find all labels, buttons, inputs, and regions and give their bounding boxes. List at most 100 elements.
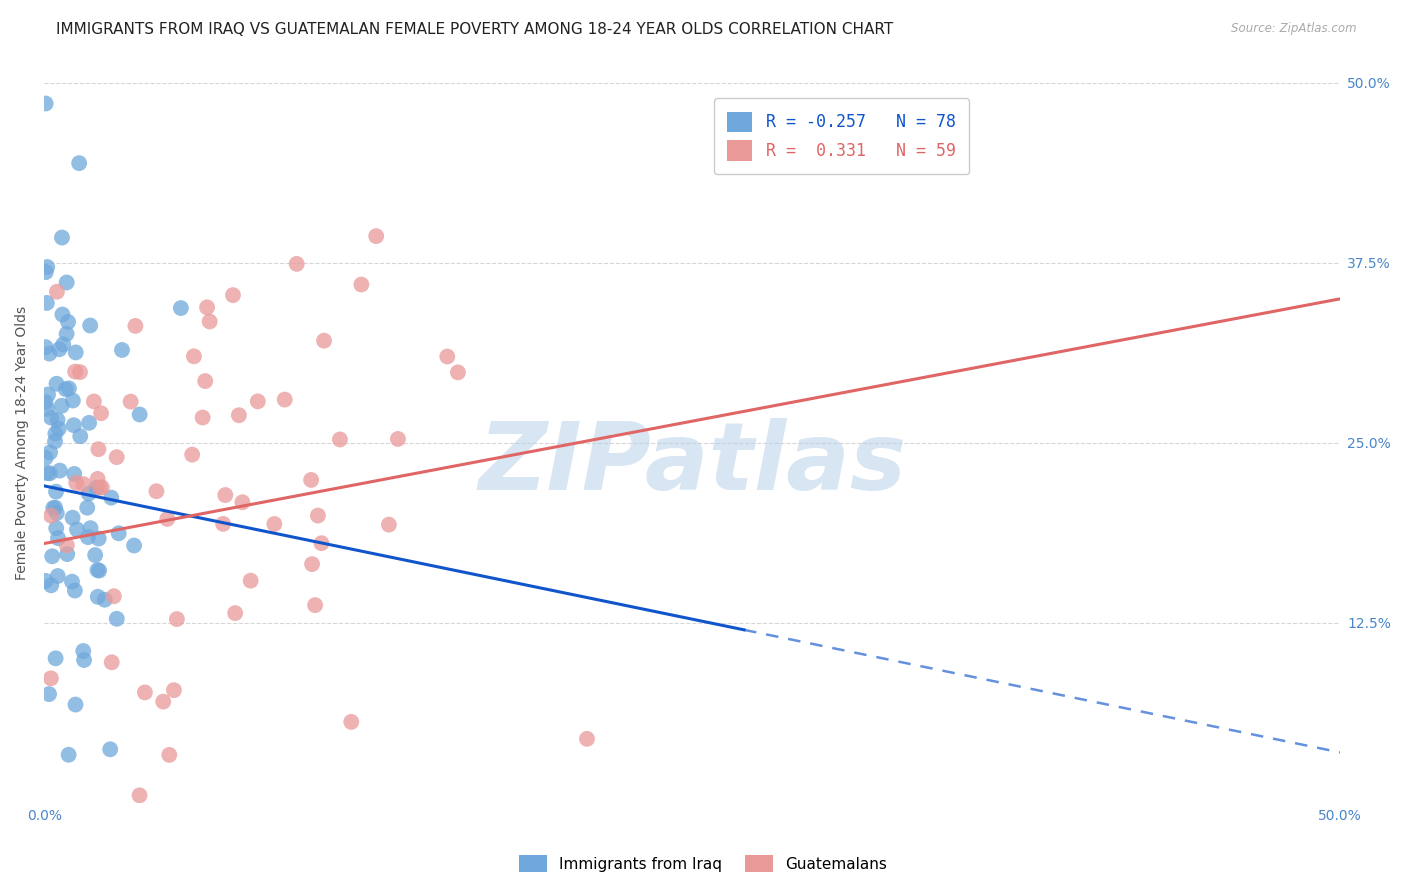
Point: [100, 655, 122, 669]
Point: [103, 589, 125, 603]
Point: [72, 644, 94, 658]
Point: [62, 510, 84, 524]
Point: [39, 578, 62, 592]
Point: [387, 432, 409, 446]
Point: [329, 433, 352, 447]
Text: Source: ZipAtlas.com: Source: ZipAtlas.com: [1232, 22, 1357, 36]
Point: [100, 491, 122, 505]
Point: [194, 374, 217, 388]
Point: [65, 475, 87, 490]
Point: [378, 517, 401, 532]
Point: [46, 413, 69, 427]
Point: [62, 393, 84, 408]
Point: [222, 288, 245, 302]
Point: [91, 480, 114, 494]
Point: [224, 606, 246, 620]
Point: [39, 410, 62, 425]
Point: [69, 429, 91, 443]
Point: [263, 516, 285, 531]
Point: [111, 343, 134, 357]
Point: [45, 376, 67, 391]
Legend: Immigrants from Iraq, Guatemalans: Immigrants from Iraq, Guatemalans: [512, 847, 894, 880]
Point: [214, 488, 236, 502]
Point: [340, 714, 363, 729]
Point: [312, 334, 335, 348]
Point: [55, 382, 77, 396]
Point: [79, 521, 101, 535]
Point: [39, 671, 62, 685]
Point: [58, 381, 80, 395]
Point: [157, 747, 180, 762]
Point: [37, 466, 59, 480]
Point: [46, 531, 69, 545]
Y-axis label: Female Poverty Among 18-24 Year Olds: Female Poverty Among 18-24 Year Olds: [15, 306, 30, 580]
Point: [86, 472, 108, 486]
Point: [56, 315, 79, 329]
Point: [52, 337, 75, 351]
Point: [51, 308, 73, 322]
Point: [285, 257, 308, 271]
Point: [105, 450, 128, 464]
Point: [311, 536, 333, 550]
Point: [84, 548, 107, 562]
Point: [44, 500, 66, 515]
Point: [60, 574, 83, 589]
Point: [152, 695, 174, 709]
Point: [48, 343, 70, 357]
Point: [56, 547, 79, 561]
Point: [228, 408, 250, 422]
Point: [35, 296, 58, 310]
Point: [575, 731, 598, 746]
Point: [181, 448, 204, 462]
Point: [87, 532, 110, 546]
Point: [45, 651, 67, 665]
Point: [66, 523, 89, 537]
Point: [191, 410, 214, 425]
Point: [63, 583, 86, 598]
Point: [45, 484, 67, 499]
Point: [77, 486, 100, 500]
Point: [37, 401, 59, 416]
Point: [89, 564, 111, 578]
Point: [34, 574, 56, 588]
Point: [63, 365, 86, 379]
Point: [436, 350, 458, 364]
Point: [35, 265, 58, 279]
Point: [128, 789, 150, 803]
Point: [39, 508, 62, 523]
Point: [366, 229, 388, 244]
Point: [301, 557, 323, 571]
Point: [304, 598, 326, 612]
Point: [55, 276, 77, 290]
Point: [65, 698, 87, 712]
Point: [37, 387, 59, 401]
Point: [86, 563, 108, 577]
Point: [163, 683, 186, 698]
Point: [183, 349, 205, 363]
Point: [56, 538, 79, 552]
Point: [350, 277, 373, 292]
Point: [42, 501, 65, 516]
Point: [45, 521, 67, 535]
Point: [67, 156, 90, 170]
Point: [128, 408, 150, 422]
Point: [120, 394, 142, 409]
Point: [246, 394, 269, 409]
Point: [34, 340, 56, 354]
Point: [107, 526, 129, 541]
Point: [45, 285, 67, 299]
Point: [156, 512, 179, 526]
Point: [307, 508, 329, 523]
Point: [41, 549, 63, 564]
Point: [166, 612, 188, 626]
Point: [93, 592, 115, 607]
Point: [51, 230, 73, 244]
Point: [55, 326, 77, 341]
Point: [134, 685, 156, 699]
Point: [90, 406, 112, 420]
Point: [51, 399, 73, 413]
Point: [83, 394, 105, 409]
Point: [77, 416, 100, 430]
Legend: R = -0.257   N = 78, R =  0.331   N = 59: R = -0.257 N = 78, R = 0.331 N = 59: [714, 98, 969, 174]
Point: [145, 484, 167, 499]
